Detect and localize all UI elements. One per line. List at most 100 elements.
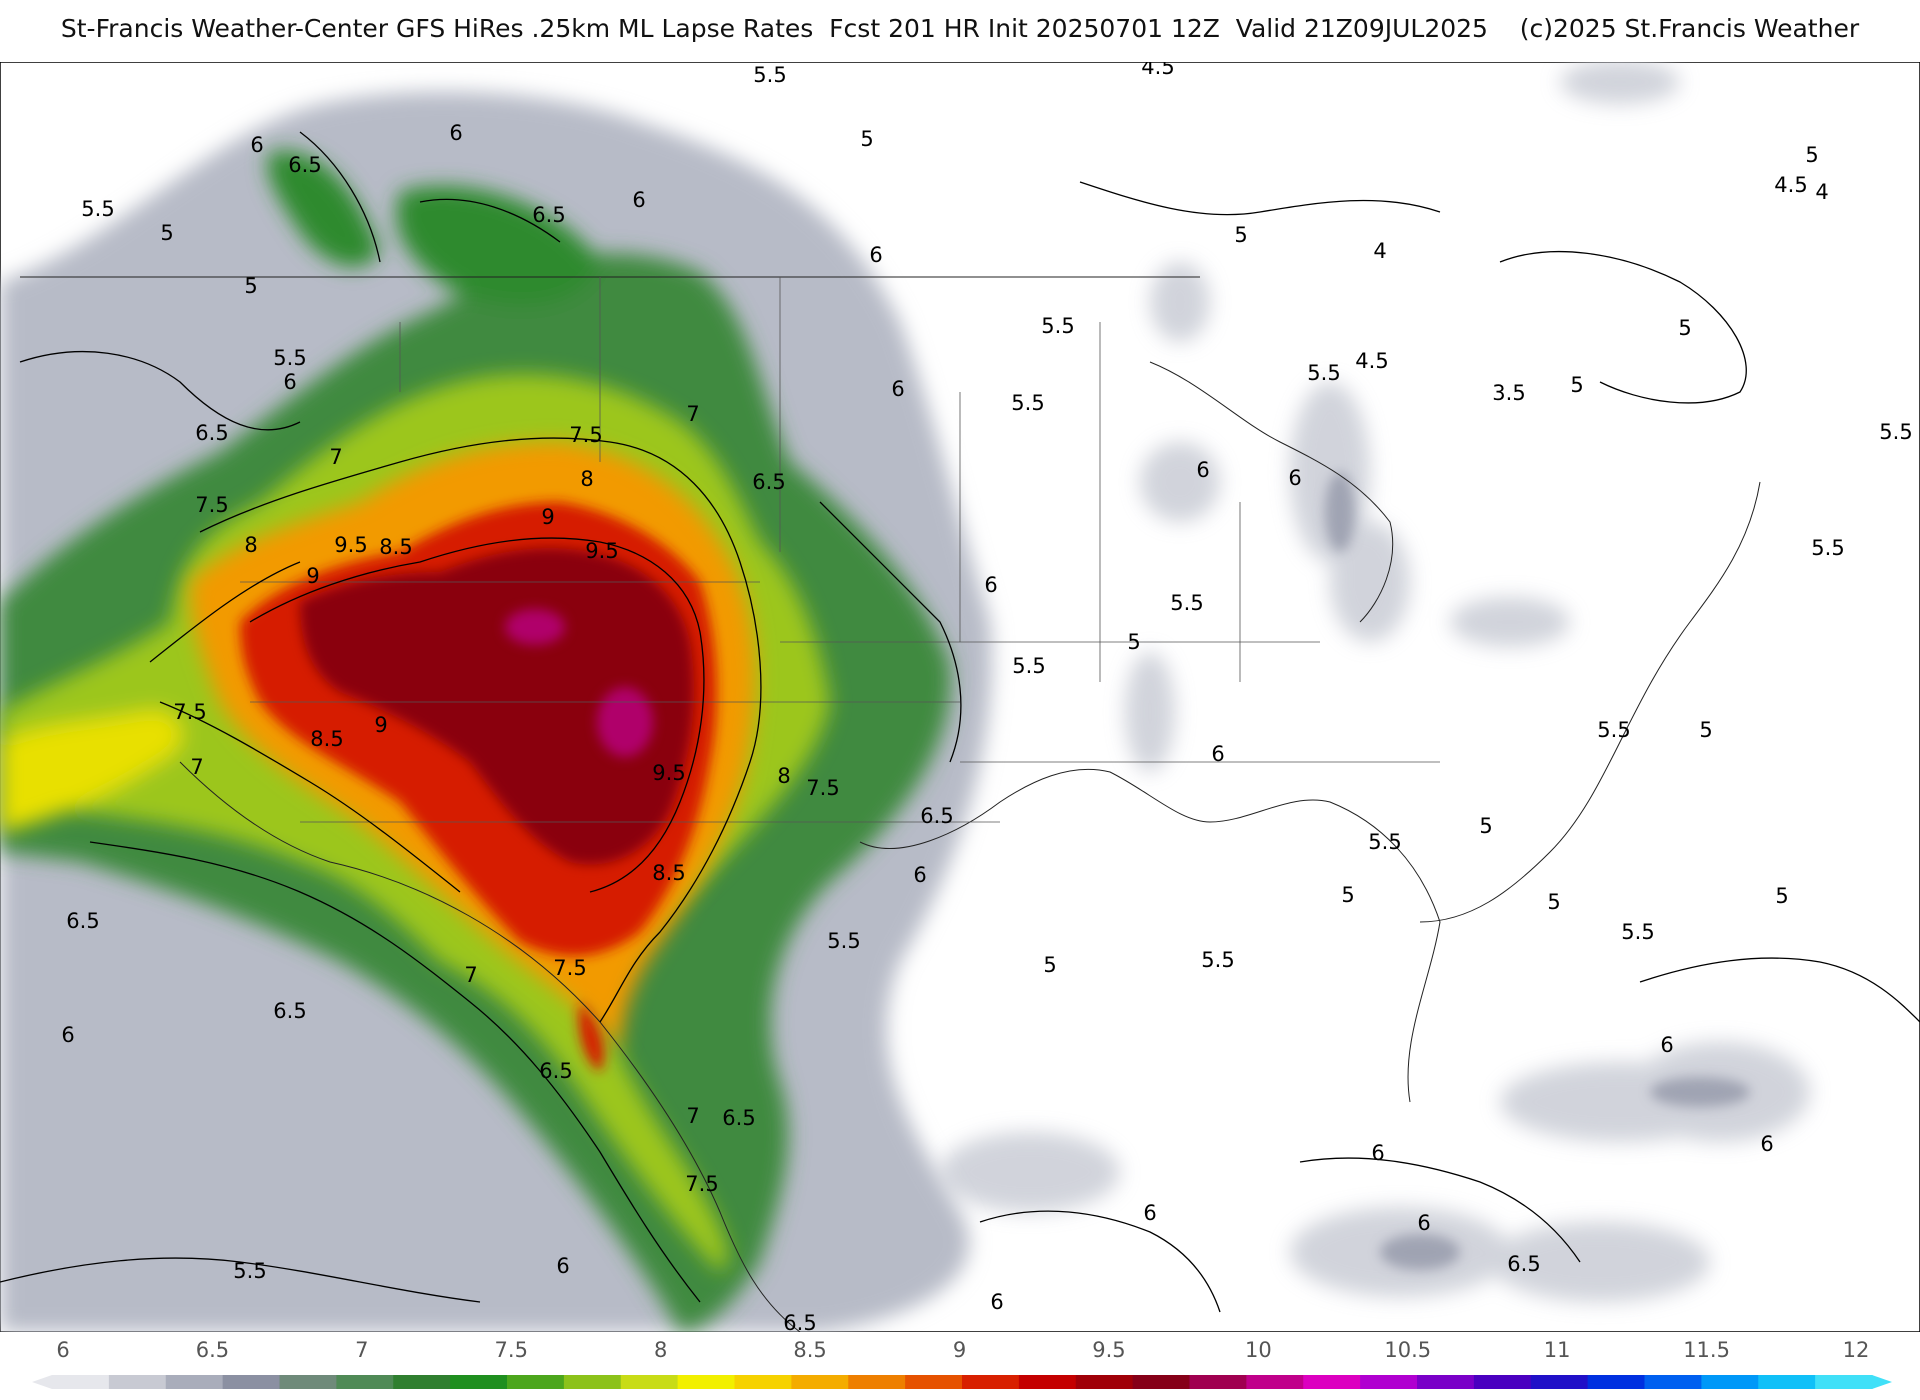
contour-label: 6 — [632, 188, 645, 212]
contour-label: 6 — [1371, 1141, 1384, 1165]
colorbar-swatch — [108, 1375, 167, 1389]
colorbar-tick-label: 8.5 — [793, 1338, 826, 1362]
contour-label: 6 — [990, 1290, 1003, 1314]
contour-label: 6 — [891, 377, 904, 401]
colorbar-tick-label: 12 — [1843, 1338, 1870, 1362]
contour-label: 4 — [1815, 180, 1828, 204]
contour-label: 6 — [556, 1254, 569, 1278]
map-title: St-Francis Weather-Center GFS HiRes .25k… — [60, 14, 1860, 43]
contour-label: 6 — [1760, 1132, 1773, 1156]
colorbar-swatch — [393, 1375, 451, 1389]
contour-label: 5.5 — [273, 346, 306, 370]
contour-label: 5.5 — [753, 63, 786, 87]
lapse-shading-gray — [940, 62, 1810, 1302]
colorbar-swatch — [1132, 1375, 1191, 1389]
contour-label: 9.5 — [585, 539, 618, 563]
contour-label: 9 — [306, 564, 319, 588]
contour-label: 5 — [1341, 883, 1354, 907]
colorbar-right-arrow — [1872, 1375, 1892, 1389]
contour-label: 5.5 — [1170, 591, 1203, 615]
contour-label: 5.5 — [1879, 420, 1912, 444]
contour-label: 9.5 — [652, 761, 685, 785]
contour-label: 6 — [913, 863, 926, 887]
contour-label: 5.5 — [1597, 718, 1630, 742]
colorbar-swatch — [1360, 1375, 1418, 1389]
contour-label: 5 — [1699, 718, 1712, 742]
contour-label: 9 — [541, 505, 554, 529]
contour-label: 7 — [190, 755, 203, 779]
contour-label: 6 — [869, 243, 882, 267]
contour-label: 8.5 — [310, 727, 343, 751]
colorbar-swatch — [222, 1375, 281, 1389]
contour-label: 6.5 — [273, 999, 306, 1023]
colorbar-swatch — [1189, 1375, 1247, 1389]
contour-label: 5.5 — [1368, 830, 1401, 854]
contour-label: 8 — [244, 533, 257, 557]
contour-label: 5 — [244, 274, 257, 298]
contour-label: 6.5 — [539, 1059, 572, 1083]
contour-label: 7 — [686, 1104, 699, 1128]
contour-label: 5 — [1479, 814, 1492, 838]
colorbar-swatch — [677, 1375, 736, 1389]
contour-label: 3.5 — [1492, 381, 1525, 405]
lapse-shading-maroon — [300, 548, 694, 865]
colorbar-tick-label: 6 — [56, 1338, 69, 1362]
colorbar-swatch — [336, 1375, 394, 1389]
colorbar-swatch — [1644, 1375, 1702, 1389]
contour-label: 4.5 — [1774, 173, 1807, 197]
contour-label: 7.5 — [806, 776, 839, 800]
colorbar-swatch — [1417, 1375, 1475, 1389]
contour-label: 5 — [1234, 223, 1247, 247]
contour-label: 6 — [1211, 742, 1224, 766]
colorbar-tick-label: 7.5 — [495, 1338, 528, 1362]
contour-label: 6 — [1196, 458, 1209, 482]
contour-label: 5.5 — [1201, 948, 1234, 972]
contour-label: 7.5 — [569, 423, 602, 447]
colorbar-tick-label: 9.5 — [1092, 1338, 1125, 1362]
contour-label: 5.5 — [1041, 314, 1074, 338]
colorbar-tick-label: 6.5 — [196, 1338, 229, 1362]
contour-label: 6.5 — [195, 421, 228, 445]
colorbar-swatch — [905, 1375, 963, 1389]
colorbar-swatch — [848, 1375, 906, 1389]
contour-label: 6 — [1417, 1211, 1430, 1235]
contour-label: 5 — [1678, 316, 1691, 340]
contour-label: 5 — [160, 221, 173, 245]
contour-label: 6 — [250, 133, 263, 157]
colorbar-tick-label: 10.5 — [1384, 1338, 1431, 1362]
colorbar-swatch — [791, 1375, 849, 1389]
colorbar-ticks: 6 6.5 7 7.5 8 8.5 9 9.5 10 10.5 11 11.5 12 — [56, 1338, 1869, 1362]
colorbar-swatch — [279, 1375, 337, 1389]
colorbar-swatch — [1530, 1375, 1589, 1389]
colorbar-swatch — [165, 1375, 224, 1389]
contour-label: 5.5 — [1012, 654, 1045, 678]
contour-label: 7 — [686, 402, 699, 426]
contour-label: 9.5 — [334, 533, 367, 557]
colorbar-tick-label: 7 — [355, 1338, 368, 1362]
contour-label: 7.5 — [195, 493, 228, 517]
contour-label: 7.5 — [553, 956, 586, 980]
contour-label: 5 — [860, 127, 873, 151]
colorbar-swatch — [962, 1375, 1020, 1389]
contour-label: 6.5 — [288, 153, 321, 177]
colorbar-swatch — [1246, 1375, 1304, 1389]
contour-label: 7 — [464, 963, 477, 987]
contour-label: 6.5 — [532, 203, 565, 227]
contour-label: 7 — [329, 445, 342, 469]
contour-label: 5.5 — [81, 197, 114, 221]
contour-label: 5 — [1570, 373, 1583, 397]
contour-label: 5 — [1043, 953, 1056, 977]
contour-label: 7.5 — [173, 700, 206, 724]
contour-label: 4.5 — [1141, 62, 1174, 79]
lapse-shading-magenta — [505, 609, 653, 757]
contour-label: 8 — [777, 764, 790, 788]
contour-label: 8.5 — [652, 861, 685, 885]
contour-label: 6.5 — [920, 804, 953, 828]
colorbar-swatches — [32, 1375, 1892, 1389]
contour-label: 6 — [1143, 1201, 1156, 1225]
contour-label: 6 — [283, 370, 296, 394]
colorbar-left-arrow — [32, 1375, 52, 1389]
contour-label: 7.5 — [685, 1172, 718, 1196]
contour-label: 4 — [1373, 239, 1386, 263]
contour-label: 4.5 — [1355, 349, 1388, 373]
